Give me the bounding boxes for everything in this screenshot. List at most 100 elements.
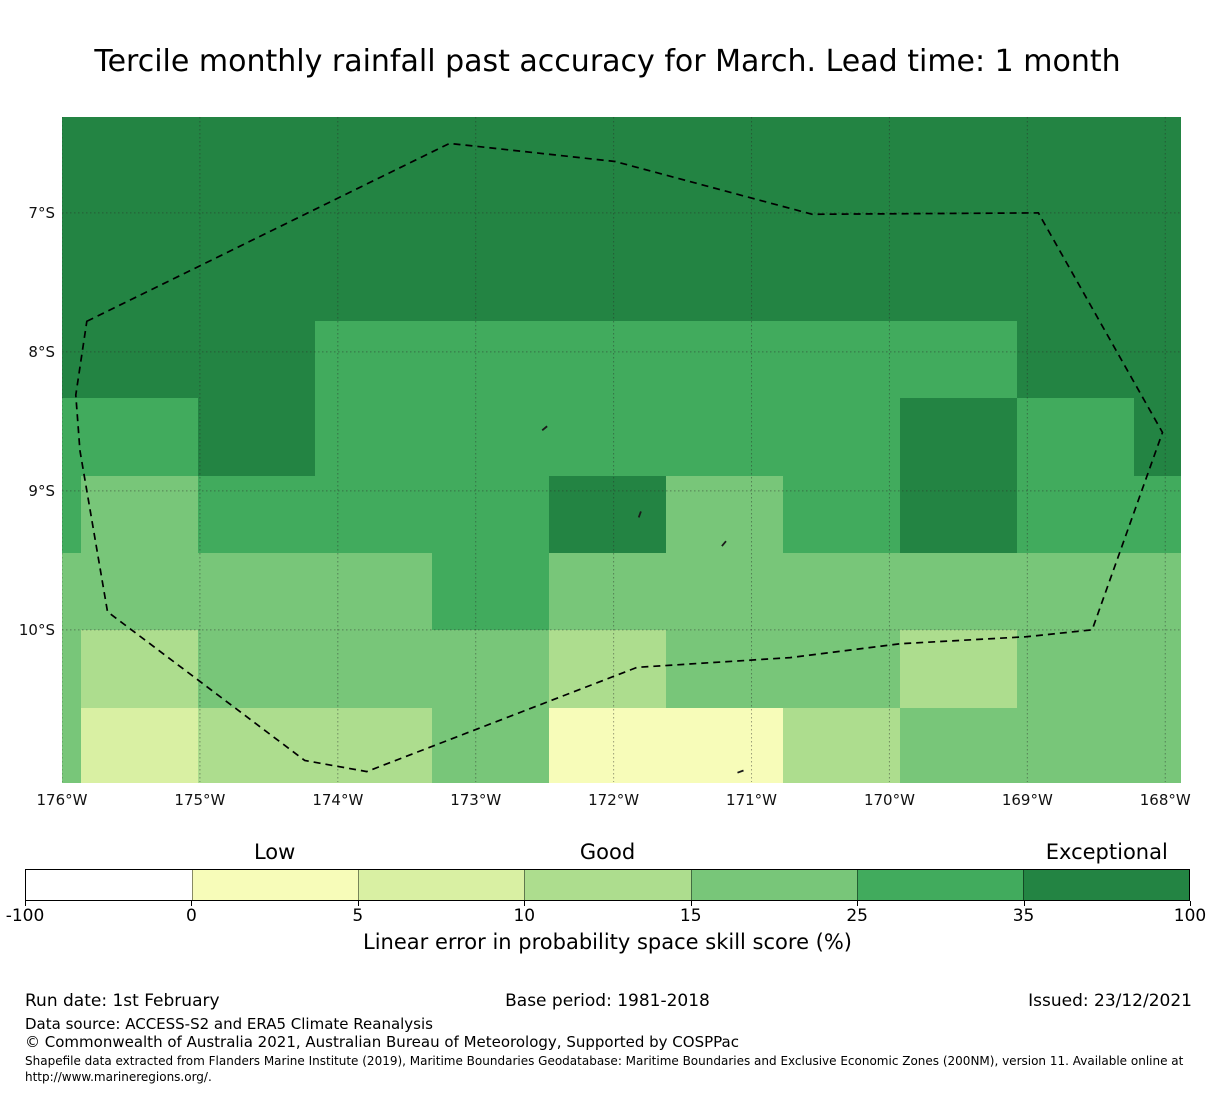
y-axis-tick-label: 8°S <box>28 342 55 361</box>
grid-cell <box>81 398 199 477</box>
colorbar-tick-mark <box>191 901 193 906</box>
colorbar-tick-mark <box>357 901 359 906</box>
run-date-text: Run date: 1st February <box>25 991 220 1011</box>
grid-cell <box>197 398 316 477</box>
grid-cell <box>899 552 1018 631</box>
grid-cell <box>197 165 316 244</box>
grid-cell <box>81 320 199 399</box>
colorbar-tick-mark <box>857 901 859 906</box>
grid-cell <box>81 165 199 244</box>
grid-cell <box>81 630 199 709</box>
data-source-text: Data source: ACCESS-S2 and ERA5 Climate … <box>25 1015 433 1033</box>
grid-cell <box>899 320 1018 399</box>
grid-cell <box>431 117 550 167</box>
grid-cell <box>431 243 550 322</box>
chart-title: Tercile monthly rainfall past accuracy f… <box>94 44 1121 79</box>
colorbar <box>25 869 1190 901</box>
grid-cell <box>1133 165 1181 244</box>
grid-cell <box>782 117 901 167</box>
grid-cell <box>1133 552 1181 631</box>
copyright-text: © Commonwealth of Australia 2021, Austra… <box>25 1033 739 1051</box>
colorbar-tick-mark <box>25 901 26 906</box>
x-axis-tick-label: 173°W <box>450 791 502 809</box>
grid-cell <box>1133 320 1181 399</box>
colorbar-tick-label: 10 <box>513 906 536 926</box>
grid-cell <box>314 552 433 631</box>
grid-cell <box>665 243 784 322</box>
grid-cell <box>1016 630 1135 709</box>
colorbar-tick-label: 0 <box>186 906 197 926</box>
grid-cell <box>431 320 550 399</box>
grid-cell <box>197 552 316 631</box>
x-axis-tick-label: 170°W <box>863 791 915 809</box>
grid-cell <box>899 165 1018 244</box>
grid-cell <box>62 475 82 554</box>
grid-cell <box>665 630 784 709</box>
grid-cell <box>197 243 316 322</box>
grid-cell <box>548 320 667 399</box>
grid-cell <box>197 320 316 399</box>
colorbar-segment <box>856 870 1023 900</box>
x-axis-tick-label: 176°W <box>36 791 88 809</box>
grid-cell <box>314 165 433 244</box>
x-axis-tick-label: 171°W <box>726 791 777 809</box>
colorbar-axis-label: Linear error in probability space skill … <box>363 930 852 954</box>
x-axis-tick-label: 172°W <box>588 791 640 809</box>
grid-cell <box>1016 707 1135 783</box>
grid-cell <box>314 320 433 399</box>
grid-cell <box>782 475 901 554</box>
grid-cell <box>899 630 1018 709</box>
grid-cell <box>548 165 667 244</box>
grid-cell <box>314 117 433 167</box>
grid-cell <box>62 320 82 399</box>
grid-cell <box>314 243 433 322</box>
colorbar-tick-label: 100 <box>1173 906 1207 926</box>
grid-cell <box>81 475 199 554</box>
grid-cell <box>81 707 199 783</box>
grid-cell <box>314 707 433 783</box>
colorbar-category-label: Low <box>253 840 296 864</box>
grid-cell <box>899 707 1018 783</box>
grid-cell <box>665 320 784 399</box>
grid-cell <box>1133 398 1181 477</box>
grid-cell <box>548 630 667 709</box>
grid-cell <box>62 165 82 244</box>
x-axis-tick-label: 168°W <box>1139 791 1191 809</box>
grid-cell <box>314 630 433 709</box>
grid-cell <box>899 475 1018 554</box>
base-period-text: Base period: 1981-2018 <box>505 991 710 1011</box>
grid-cell <box>314 398 433 477</box>
grid-cell <box>197 475 316 554</box>
grid-cell <box>665 117 784 167</box>
colorbar-segment <box>1022 870 1189 900</box>
colorbar-tick-label: 15 <box>679 906 702 926</box>
grid-cell <box>1016 552 1135 631</box>
grid-cell <box>1016 320 1135 399</box>
grid-cell <box>548 707 667 783</box>
x-axis-tick-label: 169°W <box>1001 791 1053 809</box>
colorbar-segment <box>26 870 193 900</box>
grid-cell <box>1133 117 1181 167</box>
grid-cell <box>81 243 199 322</box>
grid-cell <box>665 398 784 477</box>
grid-cell <box>665 707 784 783</box>
grid-cell <box>548 475 667 554</box>
grid-cell <box>782 552 901 631</box>
y-axis-tick-label: 10°S <box>18 620 55 639</box>
grid-cell <box>548 552 667 631</box>
grid-cell <box>548 398 667 477</box>
shapefile-note-text: Shapefile data extracted from Flanders M… <box>25 1054 1184 1084</box>
grid-cell <box>81 552 199 631</box>
colorbar-tick-mark <box>524 901 526 906</box>
grid-cell <box>431 398 550 477</box>
grid-cell <box>1016 117 1135 167</box>
grid-cell <box>782 398 901 477</box>
colorbar-category-label: Good <box>579 840 636 864</box>
grid-cell <box>431 707 550 783</box>
grid-cell <box>1133 243 1181 322</box>
colorbar-tick-label: 35 <box>1012 906 1035 926</box>
grid-cell <box>431 165 550 244</box>
x-axis-tick-label: 175°W <box>174 791 226 809</box>
grid-cell <box>62 398 82 477</box>
grid-cell <box>62 243 82 322</box>
